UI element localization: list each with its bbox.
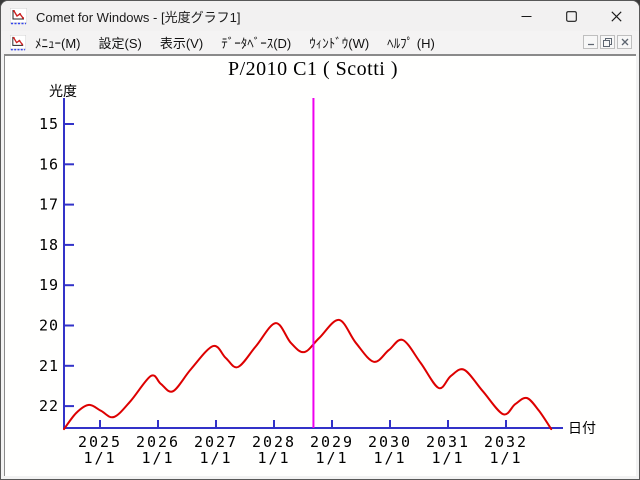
mdi-restore-icon bbox=[603, 37, 612, 47]
menubar: ﾒﾆｭｰ(M) 設定(S) 表示(V) ﾃﾞｰﾀﾍﾞｰｽ(D) ｳｨﾝﾄﾞｳ(W… bbox=[1, 31, 639, 54]
minimize-button[interactable] bbox=[504, 1, 549, 31]
menu-item-database[interactable]: ﾃﾞｰﾀﾍﾞｰｽ(D) bbox=[221, 36, 292, 51]
menu-item-menu[interactable]: ﾒﾆｭｰ(M) bbox=[35, 36, 81, 51]
minimize-icon bbox=[521, 15, 532, 17]
light-curve-chart-icon[interactable] bbox=[10, 7, 27, 25]
mdi-window-controls bbox=[583, 35, 632, 49]
chart-title: P/2010 C1 ( Scotti ) bbox=[227, 58, 399, 80]
window-title: Comet for Windows - [光度グラフ1] bbox=[36, 9, 241, 25]
mdi-restore-button[interactable] bbox=[600, 35, 615, 49]
mdi-close-icon bbox=[621, 38, 628, 46]
titlebar: Comet for Windows - [光度グラフ1] bbox=[1, 1, 639, 31]
menu-item-help[interactable]: ﾍﾙﾌﾟ (H) bbox=[387, 36, 435, 51]
mdi-minimize-button[interactable] bbox=[583, 35, 598, 49]
menu-item-settings[interactable]: 設定(S) bbox=[98, 36, 142, 51]
mdi-minimize-icon bbox=[587, 43, 594, 46]
mdi-document-chart-icon[interactable] bbox=[10, 34, 26, 51]
mdi-close-button[interactable] bbox=[617, 35, 632, 49]
menu-item-view[interactable]: 表示(V) bbox=[159, 36, 204, 51]
mdi-client-area bbox=[4, 54, 636, 476]
window-controls bbox=[504, 1, 639, 31]
maximize-button[interactable] bbox=[549, 1, 594, 31]
menu-item-window[interactable]: ｳｨﾝﾄﾞｳ(W) bbox=[309, 36, 370, 51]
close-button[interactable] bbox=[594, 1, 639, 31]
close-icon bbox=[611, 10, 622, 22]
maximize-icon bbox=[566, 10, 577, 22]
